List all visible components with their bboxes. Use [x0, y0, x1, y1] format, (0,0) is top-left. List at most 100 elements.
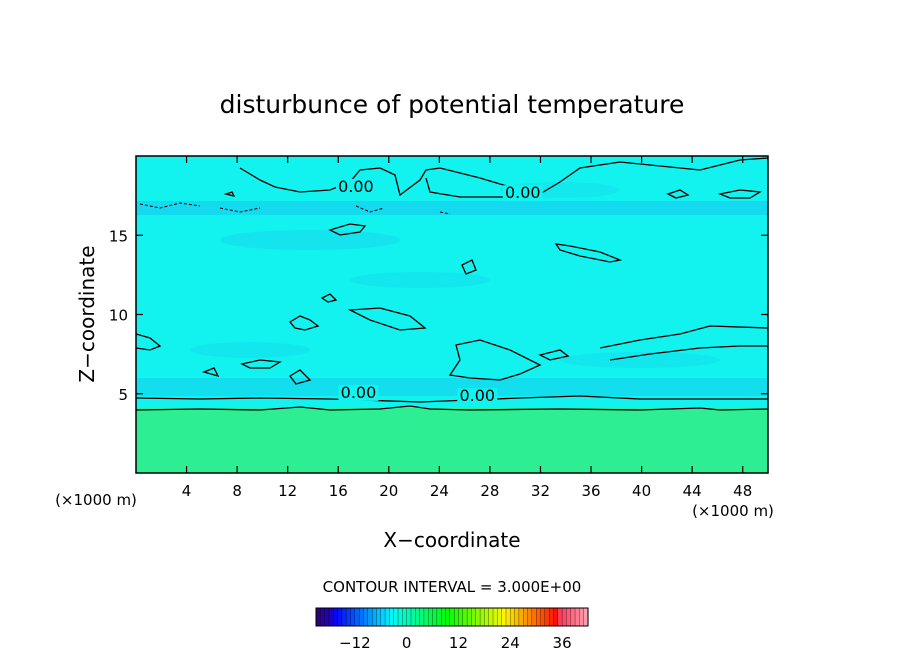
colorbar-tick-label: 12: [449, 634, 468, 652]
y-axis: 5 10 15: [109, 227, 768, 404]
colorbar-cell: [566, 607, 572, 627]
colorbar: [315, 607, 589, 627]
x-axis-label: X−coordinate: [383, 528, 520, 552]
contour-label: 0.00: [459, 386, 495, 405]
colorbar-cell: [384, 607, 390, 627]
colorbar-cell: [419, 607, 425, 627]
contour-line: [201, 367, 220, 378]
x-tick-label: 36: [581, 482, 600, 500]
colorbar-cell: [514, 607, 520, 627]
patch: [350, 272, 490, 288]
contour-line: [223, 191, 236, 197]
colorbar-cell: [479, 607, 485, 627]
contour-label-bg: [338, 384, 379, 401]
colorbar-cell: [406, 607, 412, 627]
colorbar-cell: [428, 607, 434, 627]
colorbar-tick-label: 36: [553, 634, 572, 652]
colorbar-cell: [359, 607, 365, 627]
contour-label-bg: [335, 178, 376, 195]
colorbar-cell: [449, 607, 455, 627]
lower-layer: [136, 408, 768, 473]
colorbar-frame: [315, 607, 589, 627]
contour-line: [609, 345, 768, 361]
contour-labels: 0.00 0.00 0.00 0.00: [335, 177, 543, 405]
colorbar-cell: [315, 607, 321, 627]
colorbar-cell: [454, 607, 460, 627]
colorbar-tick-label: 0: [402, 634, 412, 652]
y-tick-label: 5: [118, 386, 128, 404]
colorbar-cell: [380, 607, 386, 627]
chart-title: disturbunce of potential temperature: [220, 90, 685, 119]
contour-line: [347, 307, 427, 331]
colorbar-cell: [488, 607, 494, 627]
contour-line: [439, 211, 451, 215]
colorbar-cell: [505, 607, 511, 627]
colorbar-cell: [333, 607, 339, 627]
colorbar-cell: [320, 607, 326, 627]
contour-line: [666, 189, 690, 199]
x-tick-label: 12: [278, 482, 297, 500]
x-tick-label: 20: [379, 482, 398, 500]
colorbar-cell: [354, 607, 360, 627]
x-tick-label: 4: [182, 482, 192, 500]
x-tick-label: 8: [232, 482, 242, 500]
colorbar-cell: [471, 607, 477, 627]
colorbar-cell: [402, 607, 408, 627]
colorbar-cell: [346, 607, 352, 627]
colorbar-cell: [363, 607, 369, 627]
colorbar-cell: [570, 607, 576, 627]
colorbar-cell: [492, 607, 498, 627]
x-tick-label: 16: [329, 482, 348, 500]
contour-line: [136, 333, 162, 351]
colorbar-cell: [328, 607, 334, 627]
x-unit-right: (×1000 m): [692, 502, 774, 520]
colorbar-cell: [324, 607, 330, 627]
contour-line: [289, 369, 312, 385]
colorbar-cell: [553, 607, 559, 627]
contour-line: [136, 405, 768, 411]
x-unit-left: (×1000 m): [55, 491, 137, 509]
contour-line: [448, 339, 542, 381]
colorbar-cell: [510, 607, 516, 627]
dashed-contours: [139, 202, 451, 215]
colorbar-cell: [548, 607, 555, 627]
x-axis: 4 8 12 16 20 24 28 32 36 40 44 48: [182, 156, 752, 500]
colorbar-cell: [371, 607, 377, 627]
contour-line: [289, 315, 320, 331]
colorbar-cell: [544, 607, 550, 627]
colorbar-cell: [466, 607, 472, 627]
colorbar-cell: [367, 607, 373, 627]
colorbar-cell: [561, 607, 567, 627]
colorbar-cell: [462, 607, 468, 627]
x-tick-label: 44: [683, 482, 702, 500]
colorbar-cell: [432, 607, 438, 627]
colorbar-tick-label: −12: [339, 634, 371, 652]
colorbar-cell: [436, 607, 442, 627]
colorbar-cell: [389, 607, 395, 627]
x-tick-label: 40: [632, 482, 651, 500]
colorbar-cell: [484, 607, 490, 627]
lower-band: [136, 378, 768, 396]
colorbar-cell: [376, 607, 382, 627]
colorbar-cell: [531, 607, 537, 627]
contour-line: [240, 359, 283, 369]
colorbar-tick-label: 24: [501, 634, 520, 652]
colorbar-cell: [458, 607, 464, 627]
colorbar-cell: [350, 607, 356, 627]
contour-line: [599, 325, 768, 349]
y-tick-label: 15: [109, 227, 128, 245]
contour-label-bg: [457, 388, 498, 405]
x-tick-label: 28: [480, 482, 499, 500]
y-axis-label: Z−coordinate: [75, 245, 99, 382]
contour-label: 0.00: [505, 183, 541, 202]
colorbar-cell: [501, 607, 507, 627]
colorbar-cell: [441, 607, 447, 627]
contour-interval-label: CONTOUR INTERVAL = 3.000E+00: [323, 578, 582, 596]
x-tick-label: 48: [733, 482, 752, 500]
colorbar-cell: [536, 607, 542, 627]
colorbar-cell: [574, 607, 580, 627]
colorbar-cell: [527, 607, 533, 627]
colorbar-cell: [337, 607, 343, 627]
colorbar-cell: [475, 607, 481, 627]
